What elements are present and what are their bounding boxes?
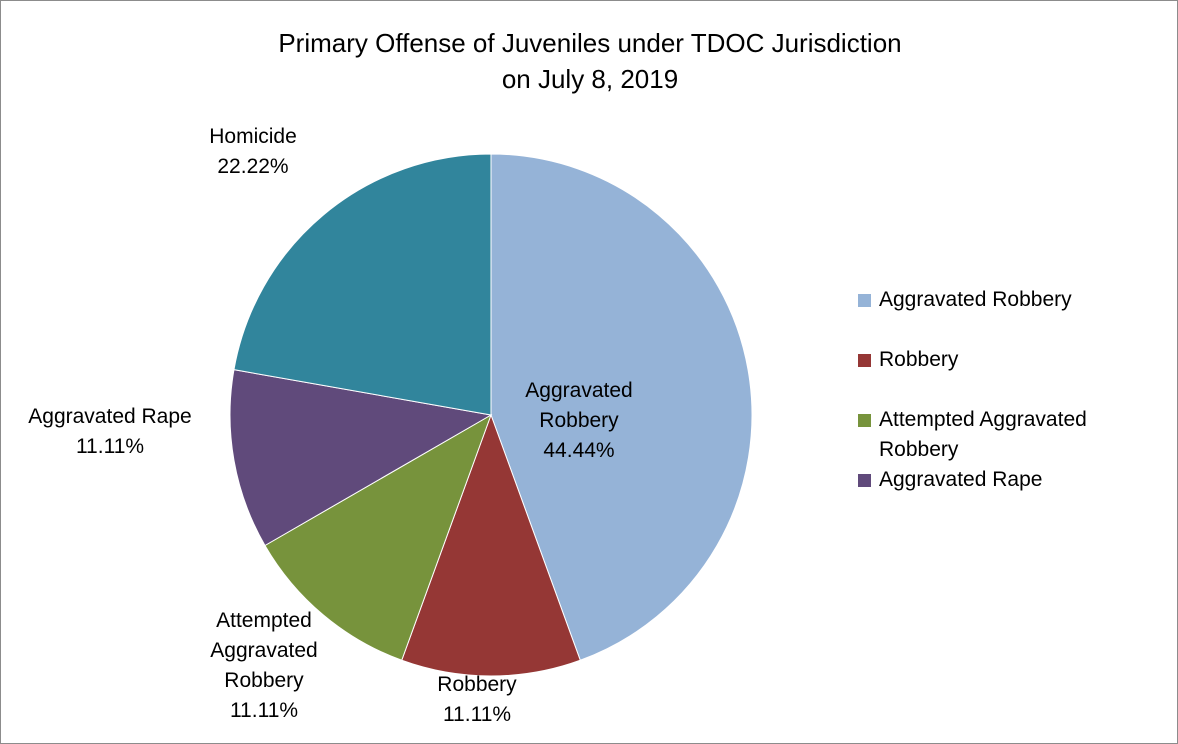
- legend-swatch: [858, 354, 871, 367]
- data-label-aggravated-robbery: Aggravated Robbery 44.44%: [525, 379, 632, 462]
- legend-item-aggravated-robbery: Aggravated Robbery: [858, 285, 1139, 315]
- data-label-attempted-aggravated-robbery: Attempted Aggravated Robbery 11.11%: [210, 609, 317, 722]
- legend-swatch: [858, 294, 871, 307]
- pie-slice-robbery: [401, 413, 581, 677]
- legend-item-attempted-aggravated-robbery: Attempted Aggravated Robbery: [858, 405, 1134, 465]
- data-label-robbery: Robbery 11.11%: [437, 673, 517, 726]
- legend-item-robbery: Robbery: [858, 345, 1139, 375]
- data-label-aggravated-rape: Aggravated Rape 11.11%: [28, 405, 191, 458]
- chart-title-line-2: on July 8, 2019: [501, 64, 679, 94]
- legend-label: Aggravated Robbery: [879, 288, 1072, 311]
- chart-title: Primary Offense of Juveniles under TDOC …: [1, 25, 1177, 97]
- pie-slice-aggravated-robbery: [490, 153, 753, 661]
- legend-item-aggravated-rape: Aggravated Rape: [858, 465, 1139, 495]
- chart-title-line-1: Primary Offense of Juveniles under TDOC …: [278, 28, 902, 58]
- pie-slice-attempted-aggravated-robbery: [264, 413, 492, 661]
- pie-slice-homicide: [233, 153, 492, 416]
- legend-swatch: [858, 474, 871, 487]
- legend-label: Robbery: [879, 348, 959, 371]
- legend-label: Attempted Aggravated Robbery: [879, 408, 1087, 461]
- legend-label: Aggravated Rape: [879, 468, 1043, 491]
- pie-slice-aggravated-rape: [229, 369, 493, 547]
- data-label-homicide: Homicide 22.22%: [209, 125, 297, 178]
- legend-swatch: [858, 414, 871, 427]
